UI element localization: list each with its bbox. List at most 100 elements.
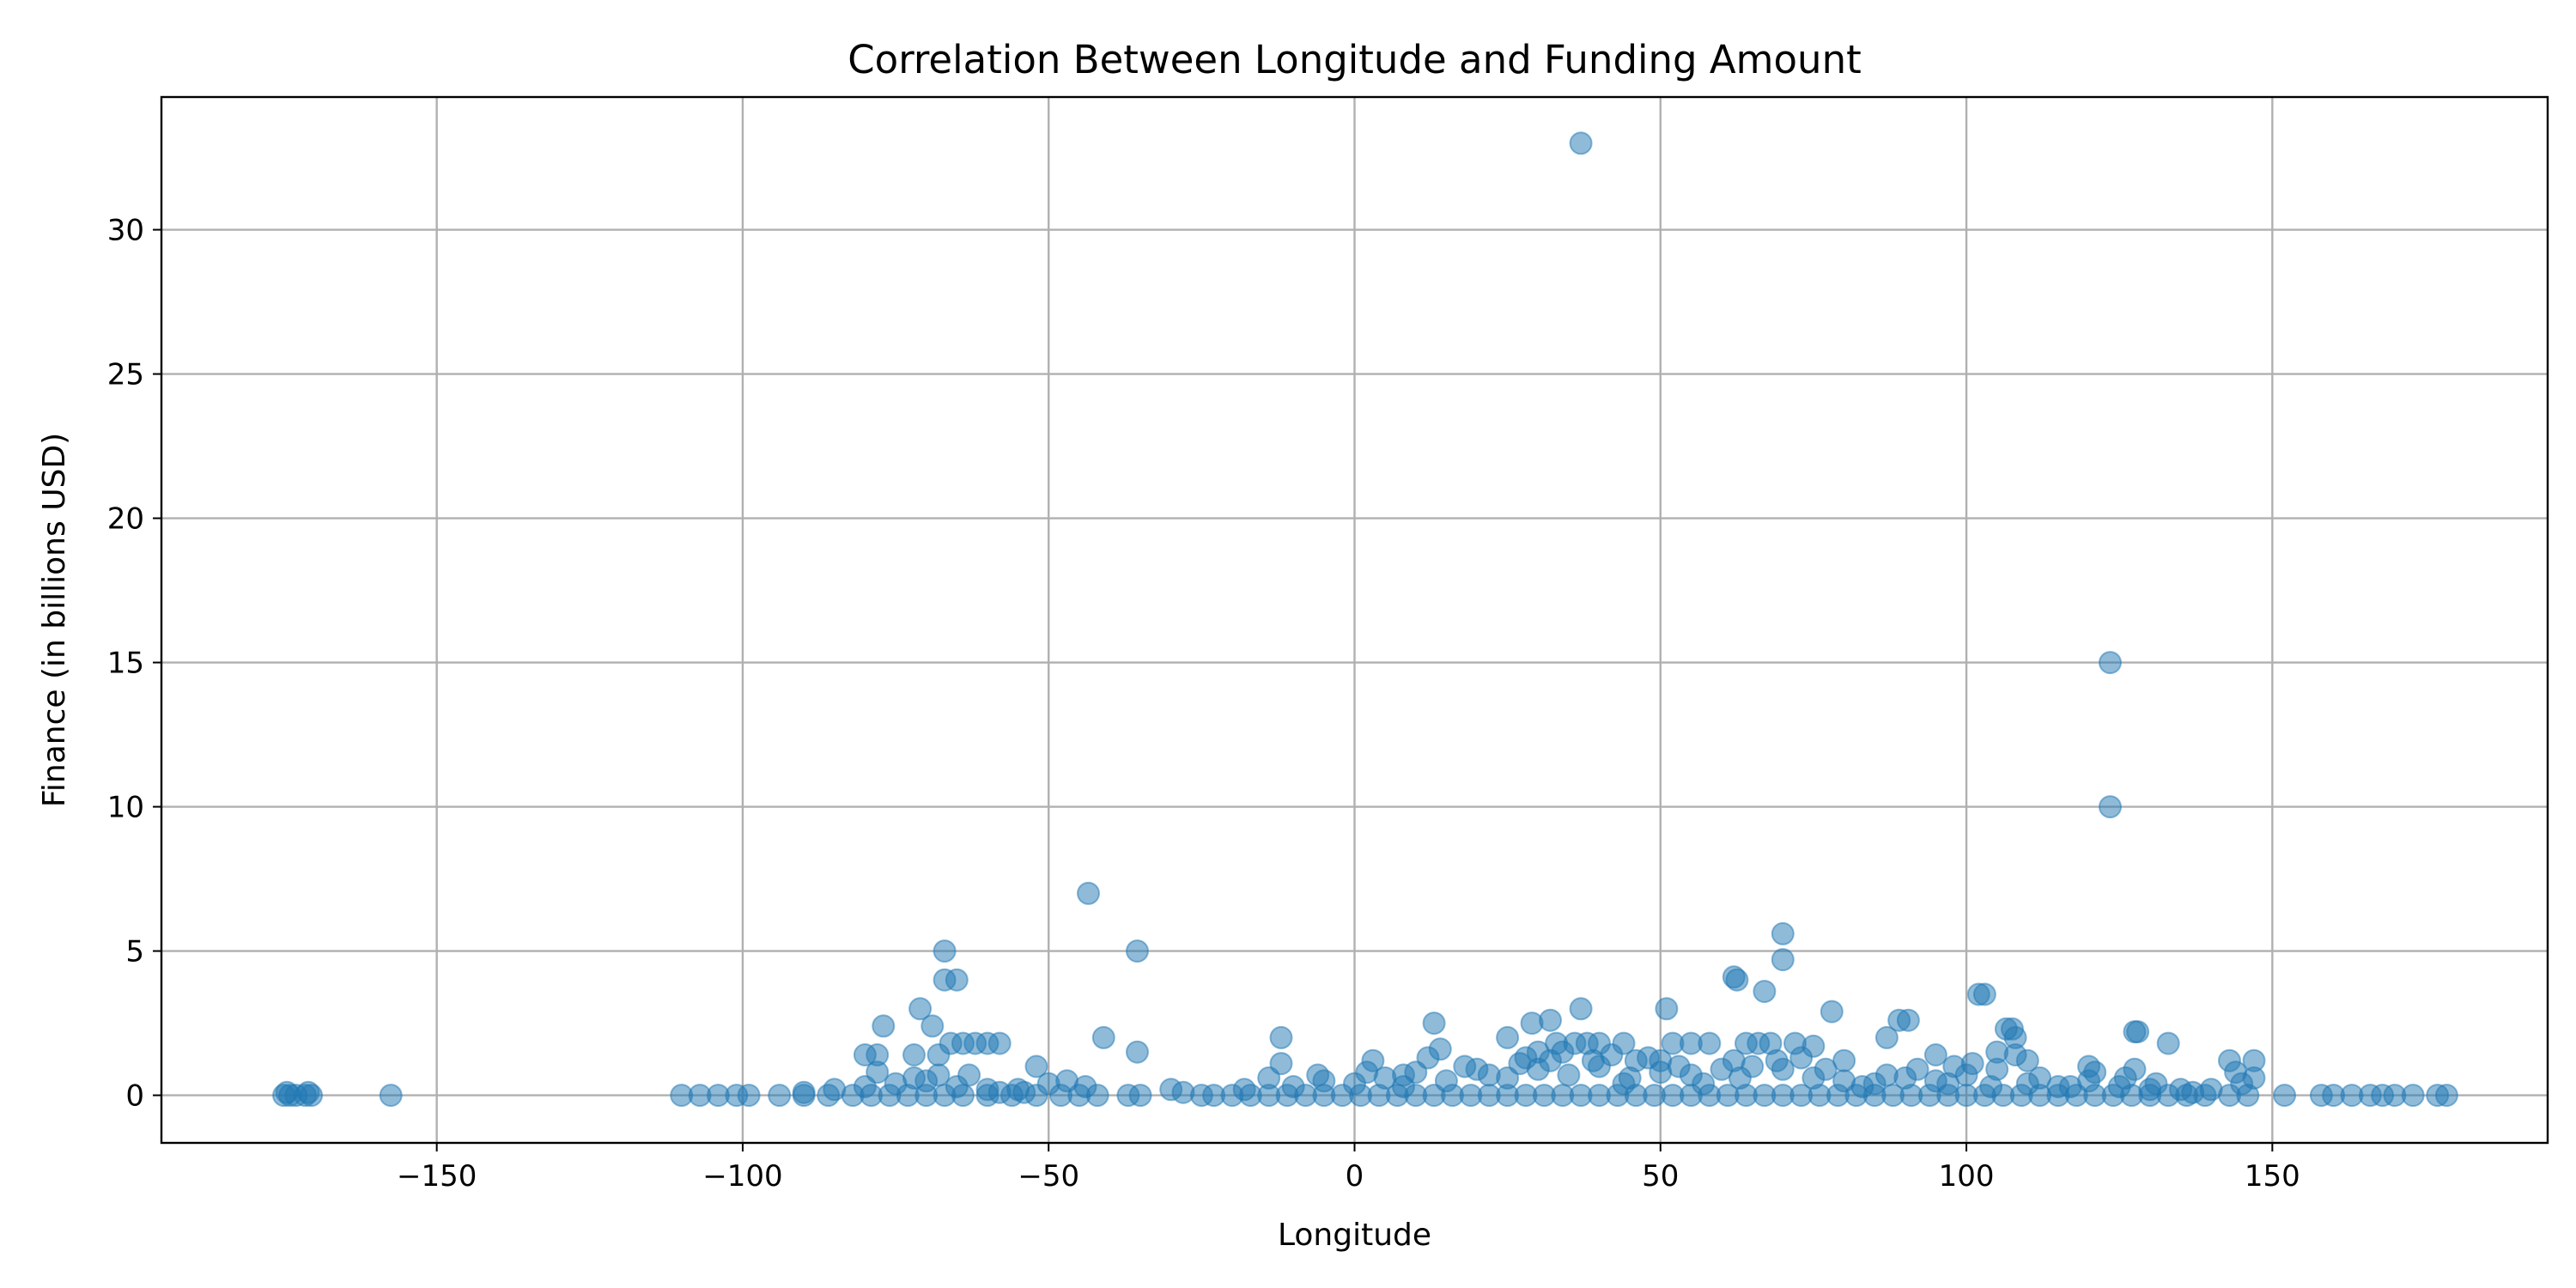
data-point <box>1698 1031 1722 1055</box>
data-point <box>1728 1066 1752 1090</box>
x-tick-label: 150 <box>2245 1159 2300 1194</box>
x-tick-label: 50 <box>1642 1159 1679 1194</box>
y-tick-label: 30 <box>107 214 144 248</box>
data-point <box>1814 1057 1838 1081</box>
x-tick-label: 0 <box>1346 1159 1364 1194</box>
data-point <box>1789 1046 1814 1070</box>
data-point <box>1422 1012 1446 1036</box>
scatter-points <box>272 131 2458 1108</box>
data-point <box>2058 1075 2082 1098</box>
data-point <box>737 1084 761 1108</box>
data-point <box>1055 1069 1079 1093</box>
x-tick-label: 100 <box>1939 1159 1995 1194</box>
data-point <box>792 1080 816 1104</box>
data-point <box>1960 1052 1984 1076</box>
data-point <box>853 1043 877 1066</box>
data-point <box>1972 982 1996 1006</box>
data-point <box>927 1063 951 1087</box>
data-point <box>1753 980 1777 1004</box>
y-axis-label: Finance (in billions USD) <box>37 433 72 807</box>
x-tick-label: −150 <box>397 1159 477 1194</box>
data-point <box>379 1084 403 1108</box>
y-tick-label: 20 <box>107 502 144 537</box>
data-point <box>1655 997 1679 1021</box>
data-point <box>1692 1072 1716 1096</box>
data-point <box>1905 1057 1929 1081</box>
data-point <box>1569 997 1593 1021</box>
data-point <box>1171 1080 1195 1104</box>
data-point <box>2273 1084 2297 1108</box>
data-point <box>2242 1066 2266 1090</box>
data-point <box>866 1060 890 1084</box>
data-point <box>1012 1080 1036 1104</box>
data-point <box>1936 1072 1960 1096</box>
y-tick-label: 25 <box>107 358 144 392</box>
data-point <box>1355 1060 1379 1084</box>
data-point <box>1269 1025 1293 1049</box>
data-point <box>2099 795 2122 819</box>
y-tick-label: 15 <box>107 647 144 681</box>
data-point <box>1232 1078 1256 1102</box>
data-point <box>1557 1063 1581 1087</box>
data-point <box>1661 1031 1685 1055</box>
data-point <box>2434 1084 2458 1108</box>
data-point <box>275 1080 299 1104</box>
data-point <box>920 1014 945 1038</box>
data-point <box>1581 1048 1605 1072</box>
data-point <box>1771 921 1795 945</box>
data-point <box>2083 1060 2107 1084</box>
data-point <box>1024 1054 1048 1078</box>
data-point <box>2401 1084 2425 1108</box>
data-point <box>902 1066 926 1090</box>
data-point <box>1126 939 1149 963</box>
data-point <box>1569 131 1593 155</box>
data-point <box>1551 1040 1575 1064</box>
data-point <box>1820 999 1844 1024</box>
y-tick-label: 5 <box>125 935 144 969</box>
data-point <box>1765 1048 1789 1072</box>
data-point <box>1392 1075 1415 1098</box>
data-point <box>1434 1069 1458 1093</box>
data-point <box>1496 1025 1520 1049</box>
data-point <box>2099 651 2122 675</box>
data-point <box>1874 1063 1899 1087</box>
data-point <box>823 1078 847 1102</box>
data-point <box>1077 881 1100 905</box>
data-point <box>1091 1025 1115 1049</box>
x-axis-label: Longitude <box>1278 1218 1431 1253</box>
data-point <box>2144 1072 2168 1096</box>
y-tick-label: 0 <box>125 1079 144 1114</box>
data-point <box>1126 1040 1149 1064</box>
data-point <box>1874 1025 1899 1049</box>
data-point <box>2028 1066 2052 1090</box>
data-point <box>987 1031 1012 1055</box>
data-point <box>987 1080 1012 1104</box>
data-point <box>1453 1054 1477 1078</box>
data-point <box>1896 1008 1920 1032</box>
data-point <box>1637 1046 1660 1070</box>
data-point <box>1539 1008 1562 1032</box>
data-point <box>1667 1054 1691 1078</box>
chart-title: Correlation Between Longitude and Fundin… <box>848 37 1861 82</box>
data-point <box>1771 948 1795 972</box>
data-point <box>872 1014 896 1038</box>
data-point <box>1128 1084 1152 1108</box>
data-point <box>1508 1052 1532 1076</box>
data-point <box>1281 1075 1305 1098</box>
data-point <box>908 997 933 1021</box>
data-point <box>768 1084 792 1108</box>
data-point <box>1306 1063 1330 1087</box>
data-point <box>933 939 957 963</box>
data-point <box>945 968 969 992</box>
axis-ticks: −150 −100 −50 0 50 100 150 0 5 10 15 20 25 30 <box>107 214 2300 1194</box>
data-point <box>902 1043 926 1066</box>
data-point <box>296 1080 320 1104</box>
data-point <box>1850 1075 1874 1098</box>
data-point <box>1923 1043 1947 1066</box>
data-point <box>1979 1075 2003 1098</box>
data-point <box>2156 1031 2180 1055</box>
x-tick-label: −50 <box>1018 1159 1079 1194</box>
y-tick-label: 10 <box>107 791 144 825</box>
